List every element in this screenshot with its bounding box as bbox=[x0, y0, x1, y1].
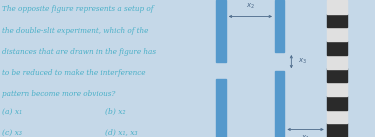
Text: pattern become more obvious?: pattern become more obvious? bbox=[2, 90, 116, 98]
Bar bbox=[327, 0, 347, 14]
Bar bbox=[327, 55, 347, 68]
Text: (b) x₂: (b) x₂ bbox=[105, 108, 126, 115]
Text: the double-slit experiment, which of the: the double-slit experiment, which of the bbox=[2, 27, 148, 35]
Text: $x_2$: $x_2$ bbox=[246, 2, 255, 11]
Bar bbox=[327, 27, 347, 41]
Text: (d) x₁, x₃: (d) x₁, x₃ bbox=[105, 129, 138, 137]
Bar bbox=[327, 82, 347, 96]
Bar bbox=[327, 123, 347, 137]
Bar bbox=[327, 14, 347, 27]
Text: The opposite figure represents a setup of: The opposite figure represents a setup o… bbox=[2, 5, 153, 13]
Text: $x_3$: $x_3$ bbox=[298, 57, 307, 66]
Bar bbox=[275, 0, 284, 52]
Bar bbox=[327, 68, 347, 82]
Bar bbox=[216, 79, 226, 137]
Bar bbox=[327, 96, 347, 110]
Text: to be reduced to make the interference: to be reduced to make the interference bbox=[2, 69, 146, 77]
Bar bbox=[216, 0, 226, 62]
Bar bbox=[327, 41, 347, 55]
Text: distances that are drawn in the figure has: distances that are drawn in the figure h… bbox=[2, 48, 156, 56]
Text: $x_1$: $x_1$ bbox=[301, 134, 310, 137]
Bar bbox=[327, 110, 347, 123]
Text: (c) x₃: (c) x₃ bbox=[2, 129, 22, 137]
Text: (a) x₁: (a) x₁ bbox=[2, 108, 22, 115]
Bar bbox=[275, 71, 284, 137]
